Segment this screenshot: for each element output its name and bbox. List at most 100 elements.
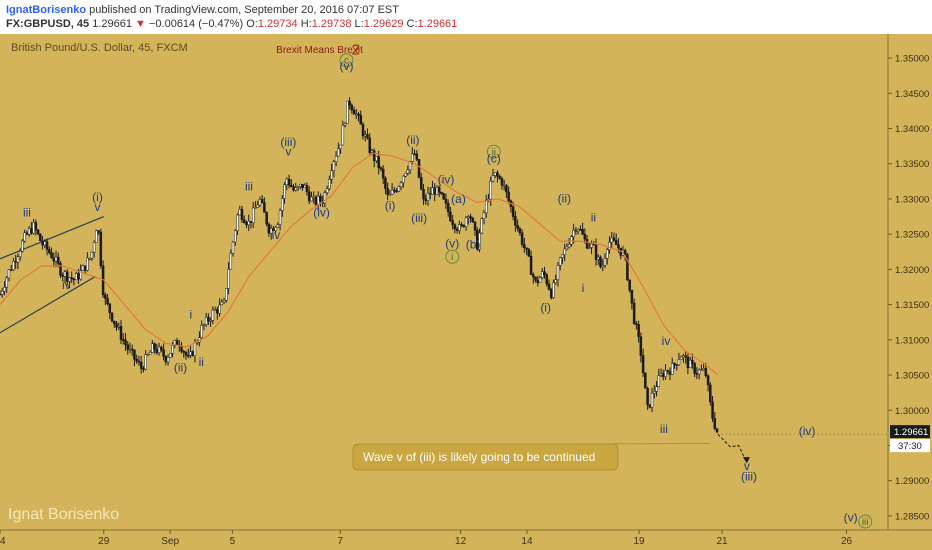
candle-body: [341, 125, 345, 146]
candle-body: [332, 161, 336, 171]
wave-label: iv: [62, 278, 71, 292]
candle-body: [451, 220, 454, 225]
candle-body: [393, 189, 396, 192]
candle-body: [52, 257, 56, 262]
candle-body: [218, 304, 221, 314]
wave-label: (v): [844, 511, 858, 525]
candle-body: [610, 237, 613, 243]
candle-body: [662, 373, 665, 377]
candle-body: [207, 316, 210, 322]
projection-arrow-head: [742, 457, 750, 464]
candle-body: [523, 244, 526, 249]
candle-body: [213, 309, 217, 311]
candle-body: [446, 202, 450, 213]
candle-body: [278, 210, 282, 225]
wave-label: ii: [591, 210, 596, 224]
countdown-label: 37:30: [898, 441, 922, 452]
candle-body: [388, 194, 392, 196]
candle-body: [247, 221, 250, 226]
candle-body: [133, 349, 136, 360]
candle-body: [348, 100, 351, 106]
candle-body: [323, 192, 327, 204]
candle-body: [245, 222, 248, 226]
candle-body: [715, 428, 719, 433]
candle-body: [612, 237, 616, 241]
candle-body: [464, 217, 468, 227]
candle-body: [390, 189, 394, 195]
candle-body: [686, 356, 690, 369]
candle-body: [54, 256, 58, 262]
candle-body: [458, 224, 461, 231]
candle-body: [117, 326, 121, 328]
candle-body: [433, 187, 436, 195]
candle-body: [18, 250, 22, 258]
candle-body: [527, 248, 531, 257]
candle-body: [166, 357, 170, 363]
candle-body: [541, 271, 544, 278]
last-price-label: 1.29661: [894, 427, 928, 438]
candle-body: [384, 178, 387, 189]
candle-body: [670, 363, 674, 375]
candle-body: [265, 212, 268, 225]
price-axis-background: [888, 34, 932, 550]
wave-label: i: [190, 308, 193, 322]
annotation-brexit: Brexit Means Brexit: [276, 45, 363, 56]
candle-body: [408, 161, 412, 171]
price-chart[interactable]: 1.35000 1.34500 1.34000 1.33500 1.33000 1.325…: [0, 34, 932, 550]
wave-label: v: [285, 144, 291, 158]
candle-body: [256, 204, 259, 208]
candle-body: [614, 240, 618, 245]
wave-degree-label: 2: [352, 41, 360, 58]
candle-body: [496, 172, 499, 177]
candle-body: [7, 269, 11, 279]
candle-body: [12, 261, 15, 270]
candle-body: [547, 283, 551, 290]
y-tick-label: 1.28500: [895, 511, 929, 522]
candle-body: [545, 274, 548, 285]
candle-body: [525, 247, 528, 250]
candle-body: [431, 187, 434, 195]
candle-body: [352, 109, 356, 115]
candle-body: [189, 351, 192, 356]
candle-body: [511, 206, 515, 217]
candle-body: [81, 265, 85, 271]
candle-body: [267, 223, 271, 234]
candle-body: [711, 401, 714, 419]
author-link[interactable]: IgnatBorisenko: [6, 4, 87, 16]
x-tick-label: 19: [633, 536, 645, 547]
candle-body: [697, 369, 701, 375]
candle-body: [276, 224, 280, 228]
candle-body: [644, 372, 647, 389]
moving-average-line: [0, 152, 719, 376]
close-label: C:: [406, 18, 418, 30]
candle-body: [57, 256, 60, 264]
candle-body: [128, 348, 132, 351]
price-change: −0.00614 (−0.47%): [148, 18, 244, 30]
candle-body: [372, 150, 376, 162]
candle-body: [402, 175, 405, 184]
candle-body: [563, 248, 566, 255]
candle-body: [151, 343, 154, 353]
candle-body: [576, 228, 580, 232]
candle-body: [534, 276, 537, 281]
candle-body: [688, 359, 692, 369]
candle-body: [231, 241, 235, 254]
candle-body: [65, 271, 69, 282]
candle-body: [471, 217, 475, 223]
candle-body: [572, 229, 575, 237]
candle-body: [260, 199, 264, 203]
candle-body: [493, 172, 497, 176]
candle-body: [119, 326, 123, 340]
candle-body: [453, 224, 457, 230]
candle-body: [554, 279, 557, 284]
candle-body: [437, 186, 441, 193]
candle-body: [588, 247, 591, 249]
candle-body: [283, 184, 286, 199]
watermark: Ignat Borisenko: [8, 506, 119, 523]
candle-body: [23, 232, 26, 242]
candle-body: [706, 375, 710, 386]
candle-body: [444, 198, 448, 204]
candle-body: [381, 168, 385, 179]
candle-body: [303, 185, 306, 188]
